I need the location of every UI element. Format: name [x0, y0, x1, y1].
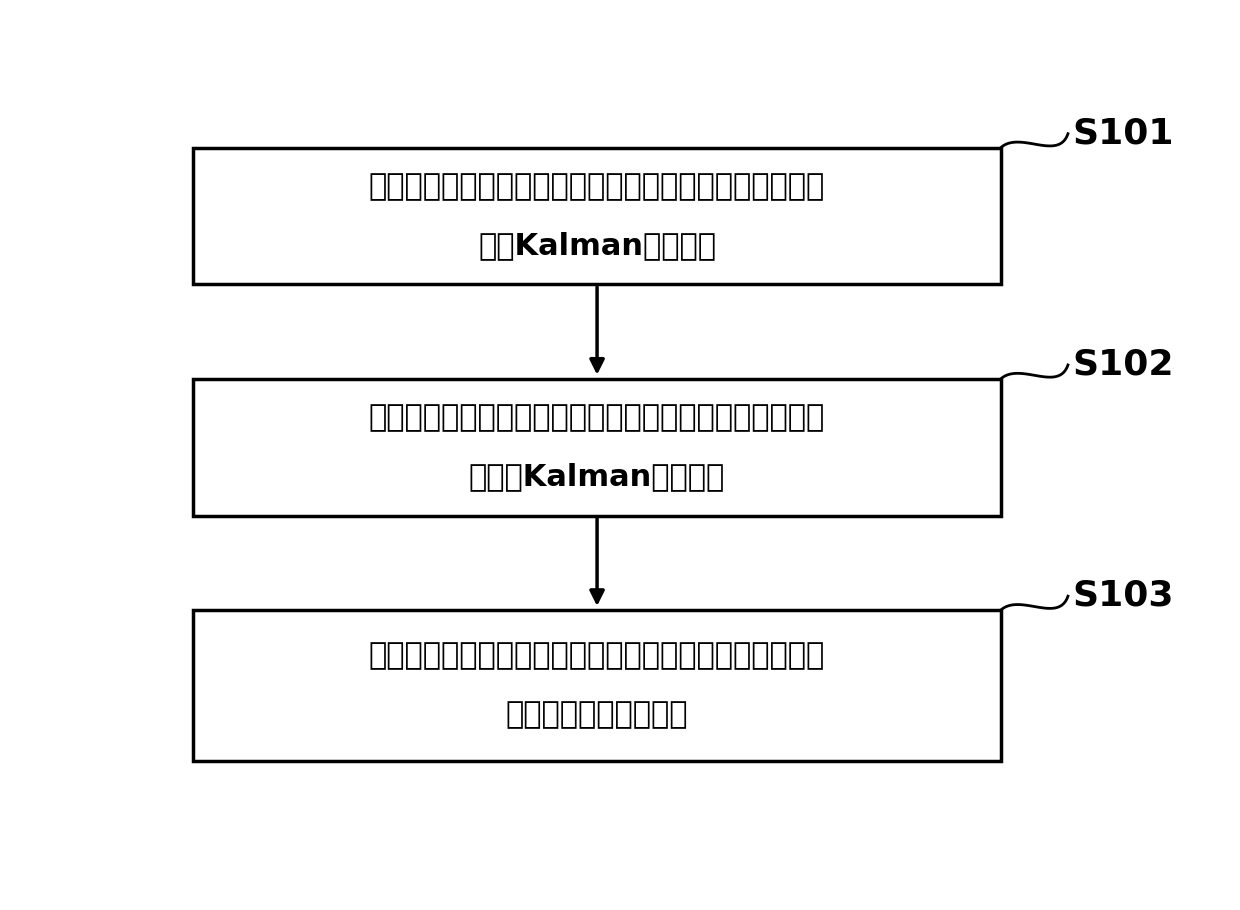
Text: S101: S101: [1073, 116, 1174, 150]
Text: 对准结束前利用已存储的惯性原始数据进行逆向导航解算: 对准结束前利用已存储的惯性原始数据进行逆向导航解算: [370, 403, 825, 432]
Text: 和逆向Kalman滤波对准: 和逆向Kalman滤波对准: [469, 462, 725, 491]
Text: S102: S102: [1073, 348, 1174, 381]
Text: 数据进行正向滤波对准: 数据进行正向滤波对准: [506, 701, 688, 730]
Text: S103: S103: [1073, 579, 1174, 612]
Bar: [193, 147, 1001, 284]
Text: 逆向对准至初始粗对准时刻，根据所述已存储的惯性原始: 逆向对准至初始粗对准时刻，根据所述已存储的惯性原始: [370, 642, 825, 671]
Bar: [193, 379, 1001, 516]
Bar: [193, 611, 1001, 761]
Text: 进行Kalman滤波对准: 进行Kalman滤波对准: [479, 231, 715, 260]
Text: 惯性导航系统进行粗对准后，按正常采样和导航解算速率: 惯性导航系统进行粗对准后，按正常采样和导航解算速率: [370, 172, 825, 201]
